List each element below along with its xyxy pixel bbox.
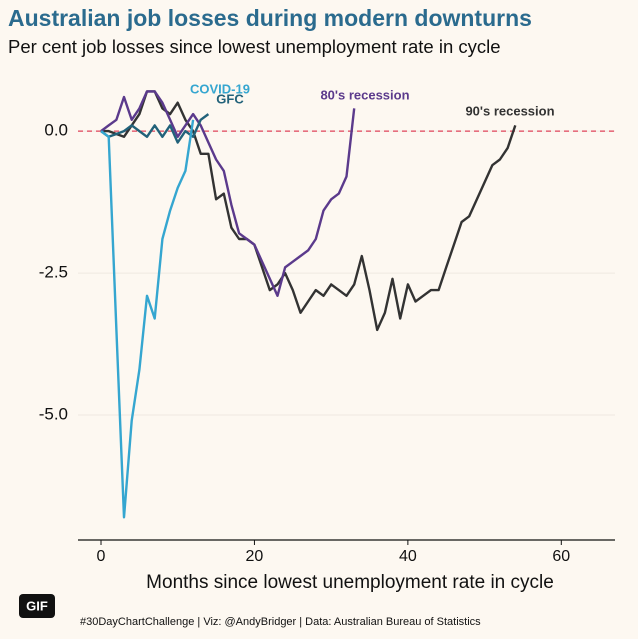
- line: [100, 90, 356, 297]
- badge: GIF: [26, 598, 48, 613]
- line: [101, 90, 517, 332]
- series-label: 90's recession: [465, 103, 554, 118]
- series-label: COVID-19: [190, 81, 250, 96]
- x-tick-label: 20: [246, 548, 264, 565]
- x-tick-label: 60: [552, 548, 570, 565]
- y-tick-label: 0.0: [44, 121, 68, 140]
- series-label: GFC: [216, 91, 244, 106]
- y-tick-label: -5.0: [39, 405, 68, 424]
- footer: #30DayChartChallenge | Viz: @AndyBridger…: [80, 616, 481, 628]
- badge-box: [19, 594, 55, 618]
- x-tick-label: 40: [399, 548, 417, 565]
- x-tick-label: 0: [97, 548, 106, 565]
- chart-subtitle: Per cent job losses since lowest unemplo…: [8, 36, 501, 57]
- line: [100, 119, 195, 519]
- x-axis-label: Months since lowest unemployment rate in…: [146, 572, 554, 593]
- chart-title: Australian job losses during modern down…: [8, 5, 532, 31]
- series-label: 80's recession: [320, 87, 409, 102]
- y-tick-label: -2.5: [39, 263, 68, 282]
